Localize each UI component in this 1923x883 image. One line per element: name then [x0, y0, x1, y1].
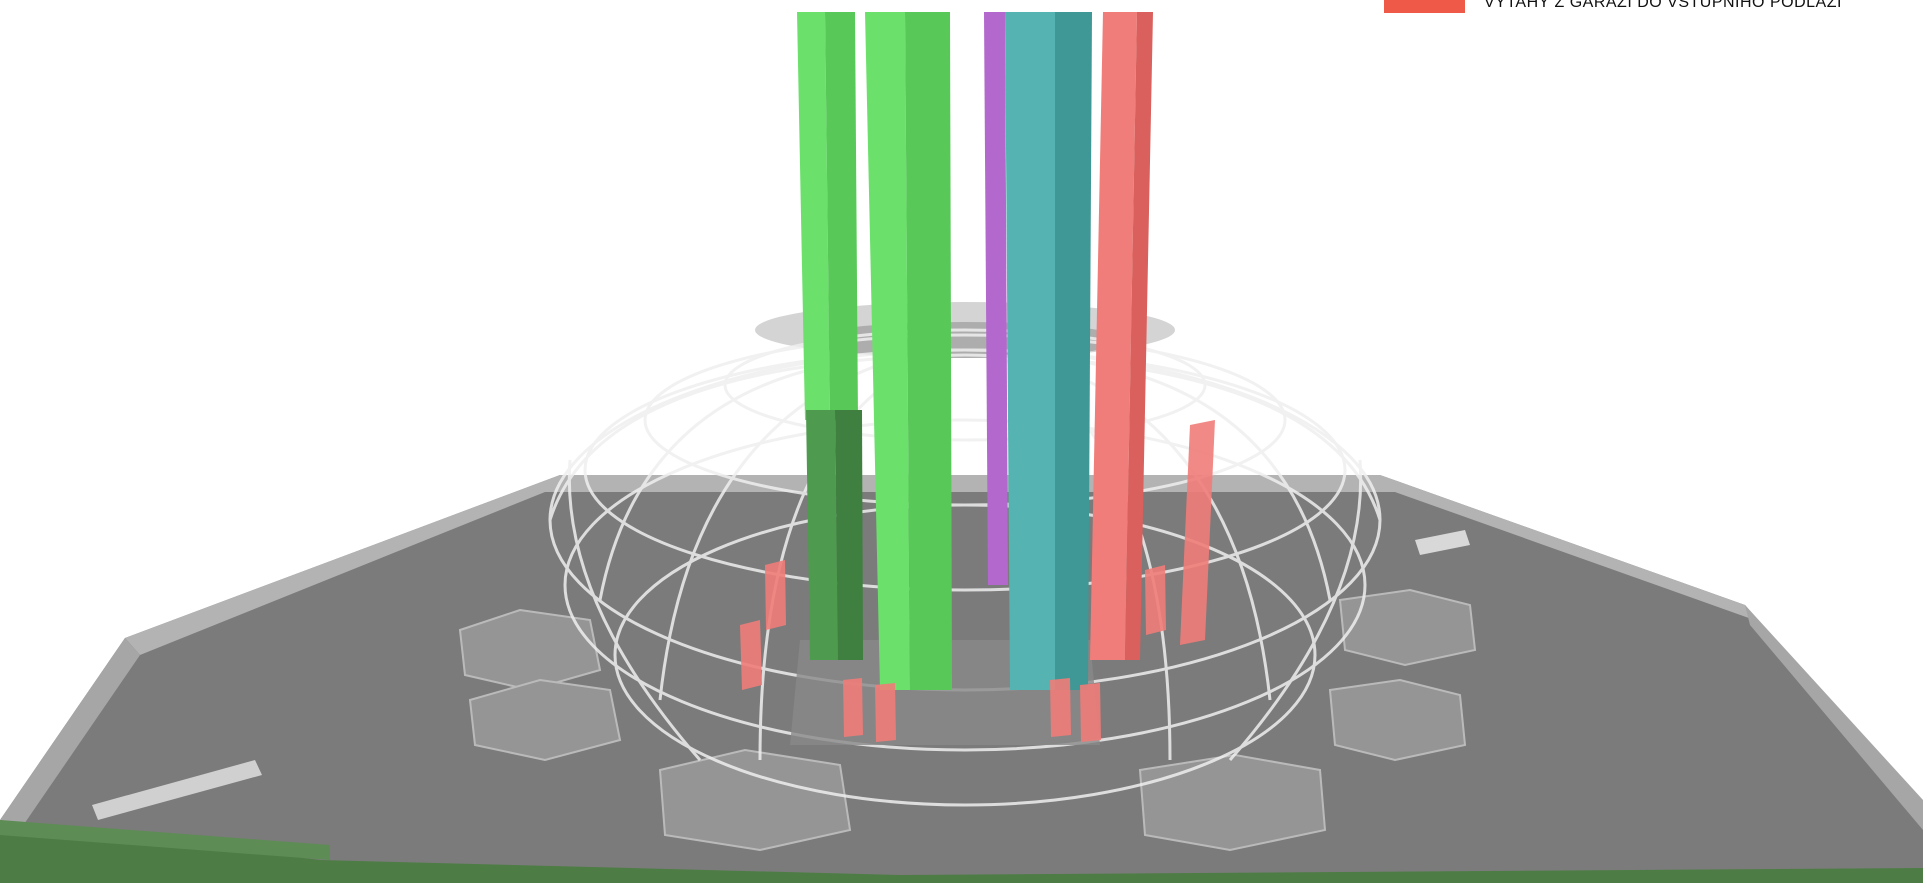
- small-red-elevators: [740, 420, 1215, 742]
- shaft-teal: [1005, 12, 1092, 690]
- legend-swatch: [1384, 0, 1465, 13]
- skylight-right: [1415, 530, 1470, 555]
- base-right-edge: [1745, 605, 1923, 830]
- shaft-green-1: [797, 12, 858, 420]
- shaft-green-lower: [806, 410, 863, 660]
- skylight-left: [92, 760, 262, 820]
- lawn: [0, 820, 1923, 883]
- shaft-purple: [984, 12, 1008, 585]
- base-left-edge: [0, 638, 140, 830]
- shaft-red: [1090, 12, 1153, 660]
- lawn-edge: [0, 820, 330, 860]
- shaft-green-2: [865, 12, 952, 690]
- pods: [458, 588, 1477, 852]
- legend-label: VYTAHY Z GARAZI DO VSTUPNIHO PODLAZI: [1484, 0, 1842, 11]
